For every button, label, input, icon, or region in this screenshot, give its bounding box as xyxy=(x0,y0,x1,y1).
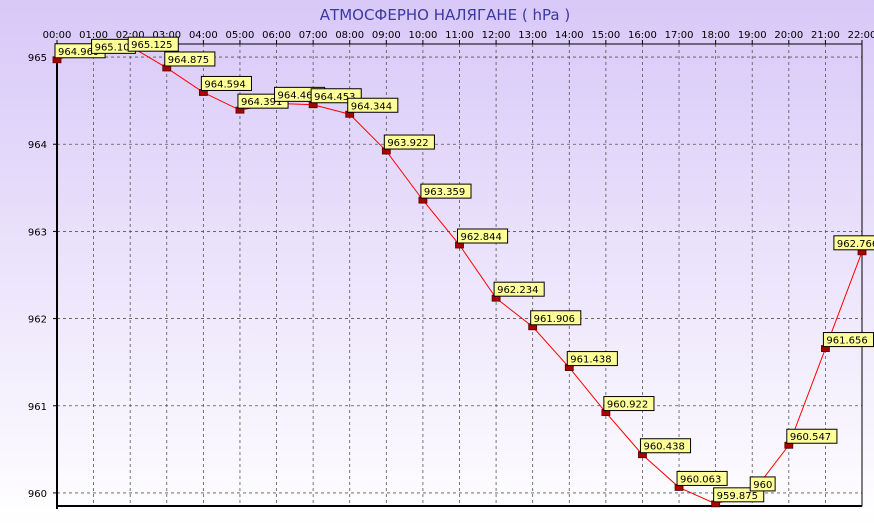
x-tick-label: 18:00 xyxy=(701,30,730,41)
data-label-box xyxy=(127,36,179,52)
data-label: 960.922 xyxy=(603,396,655,412)
y-tick-label: 961 xyxy=(28,402,47,413)
data-label: 961.438 xyxy=(566,351,618,367)
data-label-text: 964.875 xyxy=(168,55,209,66)
x-tick-label: 09:00 xyxy=(372,30,401,41)
data-label-box xyxy=(786,428,838,444)
data-label: 964.594 xyxy=(200,75,252,91)
data-label: 963.359 xyxy=(420,183,472,199)
x-tick-label: 11:00 xyxy=(445,30,474,41)
x-tick-label: 14:00 xyxy=(555,30,584,41)
data-label-text: 961.906 xyxy=(534,314,575,325)
data-label-box xyxy=(639,438,692,454)
x-tick-label: 07:00 xyxy=(299,30,328,41)
data-label-text: 964.969 xyxy=(58,47,99,58)
x-tick-label: 00:00 xyxy=(43,30,72,41)
y-tick-label: 965 xyxy=(28,53,47,64)
data-label-box xyxy=(200,75,252,91)
x-tick-label: 04:00 xyxy=(189,30,218,41)
data-label: 964.344 xyxy=(347,97,399,113)
data-label-box xyxy=(749,476,776,492)
x-tick-label: 17:00 xyxy=(665,30,694,41)
data-label-text: 960.063 xyxy=(680,474,721,485)
data-label-text: 963.922 xyxy=(387,138,428,149)
data-label-box xyxy=(676,470,728,486)
data-label: 960.438 xyxy=(639,438,692,454)
y-tick-label: 963 xyxy=(28,227,47,238)
data-label-box xyxy=(457,228,509,244)
data-label-text: 961.438 xyxy=(570,355,611,366)
x-tick-label: 19:00 xyxy=(738,30,767,41)
data-label: 962.234 xyxy=(493,281,545,297)
data-label-box xyxy=(383,134,435,150)
data-label-text: 963.359 xyxy=(424,187,465,198)
data-label-box xyxy=(420,183,472,199)
data-label-text: 960.922 xyxy=(607,400,648,411)
y-tick-label: 962 xyxy=(28,315,47,326)
data-label: 961.906 xyxy=(530,310,582,326)
x-tick-label: 16:00 xyxy=(628,30,657,41)
chart-title: АТМОСФЕРНО НАЛЯГАНЕ ( hPa ) xyxy=(320,6,570,24)
data-label-box xyxy=(833,235,874,251)
data-label-text: 964.453 xyxy=(314,92,355,103)
data-label-text: 965.10 xyxy=(95,42,130,53)
data-label-box xyxy=(603,396,655,412)
axis-layer: 00:00 01:00 02:00 03:00 04:00 05:00 06:00 07:00… xyxy=(28,30,874,509)
data-label-text: 964.391 xyxy=(241,97,282,108)
data-label: 963.922 xyxy=(383,134,435,150)
x-tick-label: 05:00 xyxy=(226,30,255,41)
data-label-text: 961.656 xyxy=(826,336,867,347)
x-tick-label: 13:00 xyxy=(518,30,547,41)
data-label-text: 962.844 xyxy=(461,232,502,243)
data-label-box xyxy=(164,51,216,67)
data-label: 960 xyxy=(749,476,776,492)
x-tick-label: 03:00 xyxy=(152,30,181,41)
data-label-text: 964.594 xyxy=(204,79,245,90)
data-label: 964.875 xyxy=(164,51,216,67)
y-tick-label: 960 xyxy=(28,489,47,500)
data-label: 962.844 xyxy=(457,228,509,244)
x-tick-label: 20:00 xyxy=(774,30,803,41)
x-tick-label: 06:00 xyxy=(262,30,291,41)
data-label: 960.547 xyxy=(786,428,838,444)
data-label-text: 962.234 xyxy=(497,285,538,296)
data-label-text: 960.438 xyxy=(643,442,684,453)
data-label-box xyxy=(566,351,618,367)
x-tick-label: 02:00 xyxy=(116,30,145,41)
data-label-box xyxy=(347,97,399,113)
x-tick-label: 22:00 xyxy=(848,30,874,41)
x-tick-label: 12:00 xyxy=(482,30,511,41)
data-label-text: 962.766 xyxy=(837,239,874,250)
y-tick-label: 964 xyxy=(28,140,47,151)
data-label-box xyxy=(493,281,545,297)
data-label-text: 964.469 xyxy=(278,90,319,101)
data-label: 965.125 xyxy=(127,36,179,52)
data-label-box xyxy=(530,310,582,326)
data-label-text: 960 xyxy=(753,480,772,491)
data-label: 961.656 xyxy=(822,332,874,348)
data-label-text: 965.125 xyxy=(131,40,172,51)
data-label-text: 960.547 xyxy=(790,432,831,443)
x-tick-label: 15:00 xyxy=(591,30,620,41)
data-label: 962.766 xyxy=(833,235,874,251)
data-label: 960.063 xyxy=(676,470,728,486)
x-tick-label: 01:00 xyxy=(79,30,108,41)
data-label-text: 964.344 xyxy=(351,101,392,112)
data-label-text: 959.875 xyxy=(717,491,758,502)
x-tick-label: 08:00 xyxy=(335,30,364,41)
x-tick-label: 10:00 xyxy=(408,30,437,41)
x-tick-label: 21:00 xyxy=(811,30,840,41)
